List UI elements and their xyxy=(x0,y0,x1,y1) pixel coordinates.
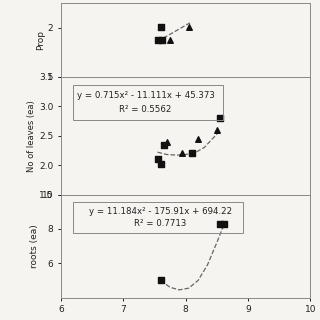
Text: R² = 0.7713: R² = 0.7713 xyxy=(134,219,187,228)
Bar xyxy=(73,85,223,120)
Point xyxy=(158,161,163,166)
Text: y = 0.715x² - 11.111x + 45.373: y = 0.715x² - 11.111x + 45.373 xyxy=(77,91,215,100)
Y-axis label: No of leaves (ea): No of leaves (ea) xyxy=(27,100,36,172)
Point xyxy=(158,24,163,29)
Point xyxy=(180,151,185,156)
Point xyxy=(164,139,170,144)
Point xyxy=(155,157,160,162)
Point xyxy=(217,221,222,226)
Point xyxy=(222,221,227,226)
Point xyxy=(161,142,166,147)
Point xyxy=(214,127,220,132)
Text: R² = 0.5562: R² = 0.5562 xyxy=(119,105,172,114)
Point xyxy=(186,24,191,29)
Point xyxy=(189,151,194,156)
Point xyxy=(196,136,201,141)
Y-axis label: Prop: Prop xyxy=(36,30,44,50)
Point xyxy=(217,116,222,121)
Point xyxy=(155,37,160,43)
Bar xyxy=(73,202,243,233)
Point xyxy=(159,37,164,43)
Point xyxy=(158,278,163,283)
Y-axis label: roots (ea): roots (ea) xyxy=(30,224,39,268)
Point xyxy=(167,37,172,43)
Text: y = 11.184x² - 175.91x + 694.22: y = 11.184x² - 175.91x + 694.22 xyxy=(89,206,232,216)
